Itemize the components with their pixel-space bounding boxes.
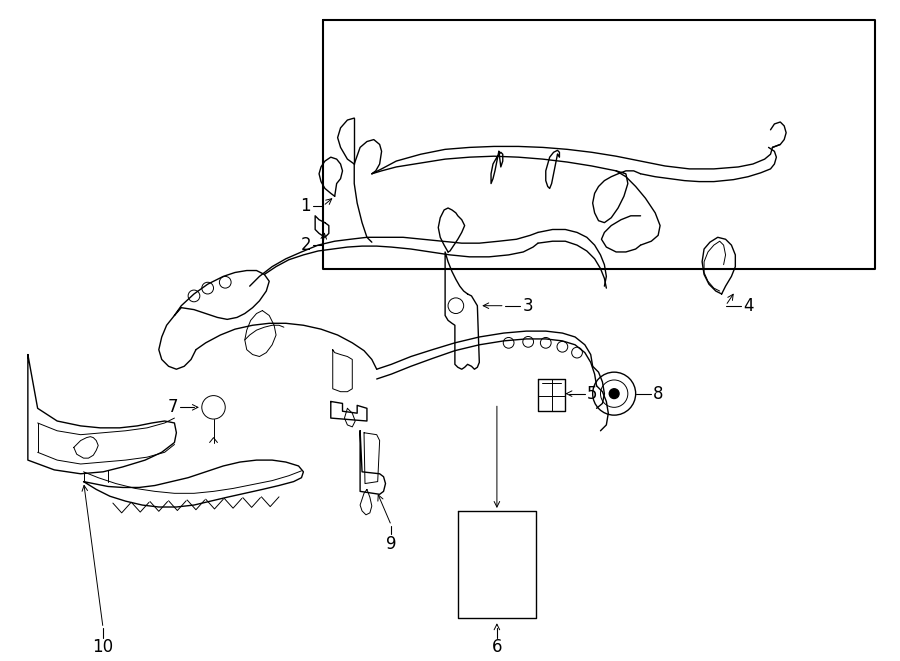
Text: 2: 2 — [301, 236, 311, 254]
Text: 10: 10 — [93, 638, 113, 656]
Text: 8: 8 — [653, 385, 664, 403]
Text: 7: 7 — [167, 399, 178, 416]
Text: 9: 9 — [386, 535, 397, 553]
Text: 3: 3 — [522, 297, 533, 315]
Circle shape — [609, 389, 619, 399]
Text: 1: 1 — [301, 197, 311, 215]
Text: 5: 5 — [587, 385, 598, 403]
Text: 4: 4 — [743, 297, 753, 315]
Text: 6: 6 — [491, 638, 502, 656]
